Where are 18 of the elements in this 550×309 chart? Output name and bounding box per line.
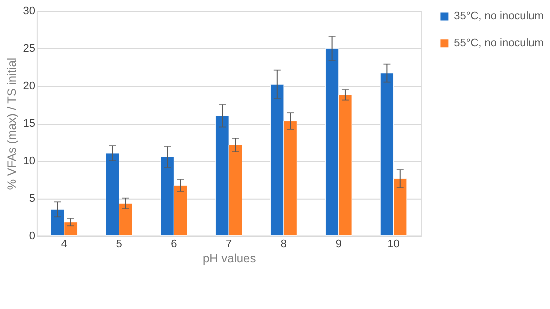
x-tick-label: 8 xyxy=(280,238,288,250)
y-tick-label: 10 xyxy=(23,155,36,168)
x-axis-title: pH values xyxy=(202,251,256,266)
y-tick-label: 30 xyxy=(23,6,36,18)
x-tick-label: 10 xyxy=(388,238,400,250)
y-tick-label: 5 xyxy=(29,192,36,205)
x-tick-label: 4 xyxy=(61,238,68,250)
y-tick-label: 15 xyxy=(23,118,36,130)
x-tick-label: 6 xyxy=(171,238,178,250)
legend-label: 35°C, no inoculum xyxy=(454,10,544,23)
y-tick-label: 0 xyxy=(29,230,36,242)
y-axis-title: % VFAs (max) / TS initial xyxy=(5,58,20,190)
x-tick-label: 9 xyxy=(336,238,342,250)
x-tick-label: 7 xyxy=(226,238,232,250)
y-tick-label: 20 xyxy=(23,80,36,93)
y-tick-label: 25 xyxy=(23,43,36,56)
legend-label: 55°C, no inoculum xyxy=(454,38,544,50)
x-tick-label: 5 xyxy=(116,238,122,250)
